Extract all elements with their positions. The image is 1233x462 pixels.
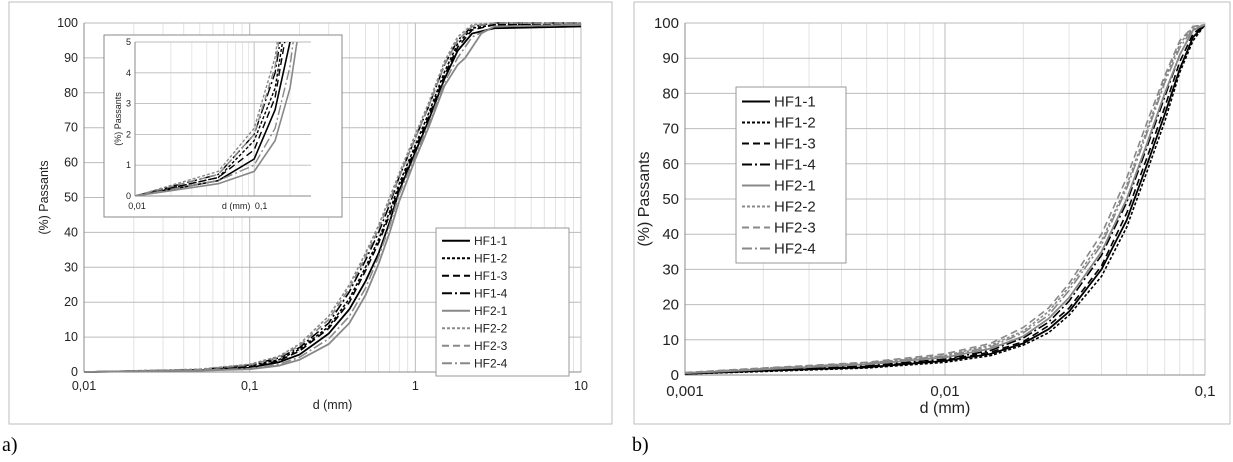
y-tick-label: 20 (64, 295, 78, 309)
inset-y-tick-label: 0 (126, 191, 131, 201)
inset-series-line-hf2-4 (135, 42, 294, 196)
inset-x-tick-label: 0,01 (128, 201, 146, 211)
legend-label-hf1-2: HF1-2 (474, 251, 508, 265)
y-tick-label: 80 (662, 85, 679, 102)
legend-label-hf2-1: HF2-1 (474, 304, 508, 318)
y-tick-label: 50 (64, 191, 78, 205)
x-tick-label: 10 (574, 379, 588, 393)
inset-y-axis-title: (%) Passants (113, 92, 123, 146)
y-tick-label: 40 (64, 225, 78, 239)
legend-label-hf2-3: HF2-3 (474, 339, 508, 353)
series-line-hf2-1 (84, 23, 581, 373)
y-tick-label: 0 (71, 365, 78, 379)
legend-label-hf2-2: HF2-2 (474, 321, 508, 335)
series-line-hf1-3 (84, 23, 581, 373)
inset-y-tick-label: 5 (126, 37, 131, 47)
panel-label-a: a) (2, 434, 18, 456)
legend-label-hf1-3: HF1-3 (774, 136, 816, 153)
inset-y-tick-label: 4 (126, 68, 131, 78)
y-tick-label: 20 (662, 297, 679, 314)
inset-y-tick-label: 2 (126, 129, 131, 139)
y-tick-label: 40 (662, 226, 679, 243)
inset-series-line-hf2-1 (135, 42, 298, 196)
series-line-hf2-1 (685, 23, 1205, 375)
legend-label-hf1-1: HF1-1 (774, 94, 816, 111)
series-line-hf1-2 (685, 24, 1205, 375)
y-tick-label: 90 (64, 51, 78, 65)
x-tick-label: 0,1 (241, 379, 258, 393)
x-axis-title: d (mm) (313, 398, 353, 412)
y-tick-label: 60 (64, 156, 78, 170)
chart-b-frame (633, 1, 1231, 425)
legend-label-hf2-4: HF2-4 (474, 356, 508, 370)
inset-series-line-hf1-4 (135, 42, 281, 196)
y-axis-title: (%) Passants (37, 160, 51, 234)
series-line-hf2-2 (685, 24, 1205, 374)
y-tick-label: 30 (662, 261, 679, 278)
y-tick-label: 0 (671, 367, 679, 384)
legend-label-hf2-4: HF2-4 (774, 241, 816, 258)
inset-frame (103, 34, 343, 218)
series-line-hf2-2 (84, 22, 581, 373)
legend-label-hf2-1: HF2-1 (774, 178, 816, 195)
y-tick-label: 10 (64, 330, 78, 344)
y-tick-label: 50 (662, 191, 679, 208)
legend-label-hf1-2: HF1-2 (774, 115, 816, 132)
inset-series-line-hf2-2 (135, 42, 278, 196)
y-tick-label: 30 (64, 260, 78, 274)
y-tick-label: 100 (654, 15, 679, 32)
legend-label-hf1-3: HF1-3 (474, 269, 508, 283)
inset-series-line-hf1-3 (135, 42, 286, 196)
legend-label-hf1-4: HF1-4 (774, 157, 816, 174)
series-line-hf2-3 (685, 24, 1205, 374)
y-tick-label: 80 (64, 86, 78, 100)
inset-y-tick-label: 3 (126, 99, 131, 109)
legend-box (735, 86, 847, 264)
y-tick-label: 90 (662, 50, 679, 67)
inset-y-tick-label: 1 (126, 160, 131, 170)
series-line-hf1-3 (685, 24, 1205, 375)
y-tick-label: 10 (662, 332, 679, 349)
inset-series-line-hf1-1 (135, 42, 291, 196)
legend-label-hf1-1: HF1-1 (474, 234, 508, 248)
series-line-hf1-4 (84, 22, 581, 373)
series-line-hf2-4 (84, 23, 581, 373)
inset-x-tick-label: 0,1 (255, 201, 268, 211)
y-tick-label: 70 (662, 121, 679, 138)
chart-b: 0,001 0,01 0,1 0 10 20 30 40 50 60 70 80 90 100 d (mm)… (636, 15, 1215, 417)
y-tick-label: 60 (662, 156, 679, 173)
series-line-hf1-1 (84, 25, 581, 373)
series-line-hf2-3 (84, 22, 581, 373)
panel-label-b: b) (632, 434, 649, 456)
series-line-hf2-4 (685, 24, 1205, 374)
x-tick-label: 0,01 (72, 379, 96, 393)
x-tick-label: 1 (412, 379, 419, 393)
y-tick-label: 70 (64, 121, 78, 135)
x-axis-title: d (mm) (920, 400, 971, 417)
y-tick-label: 100 (57, 16, 78, 30)
legend-label-hf1-4: HF1-4 (474, 286, 508, 300)
x-tick-label: 0,001 (666, 383, 704, 400)
inset-x-axis-title: d (mm) (222, 201, 251, 211)
series-line-hf1-2 (84, 23, 581, 373)
x-tick-label: 0,01 (930, 383, 959, 400)
legend-box (435, 227, 570, 377)
series-line-hf1-1 (685, 24, 1205, 375)
y-axis-title: (%) Passants (636, 151, 653, 246)
legend-label-hf2-2: HF2-2 (774, 199, 816, 216)
x-tick-label: 0,1 (1195, 383, 1216, 400)
legend-label-hf2-3: HF2-3 (774, 220, 816, 237)
